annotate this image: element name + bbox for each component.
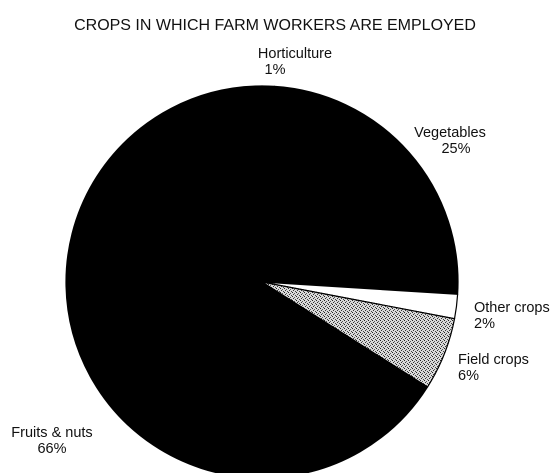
slice-label-vegetables: Vegetables (414, 125, 486, 141)
slice-value-vegetables: 25% (441, 141, 470, 157)
slice-label-other-crops: Other crops (474, 300, 550, 316)
pie-slice-vegetables (261, 85, 459, 295)
pie-slice-fruits-nuts (65, 85, 429, 473)
slice-value-field-crops: 6% (458, 368, 479, 384)
slice-label-field-crops: Field crops (458, 352, 529, 368)
slice-value-other-crops: 2% (474, 316, 495, 332)
slice-label-fruits-nuts: Fruits & nuts (11, 425, 92, 441)
slice-value-fruits-nuts: 66% (37, 441, 66, 457)
slice-label-horticulture: Horticulture (258, 46, 332, 62)
chart-title: CROPS IN WHICH FARM WORKERS ARE EMPLOYED (74, 17, 476, 34)
pie-slices (65, 85, 459, 473)
slice-value-horticulture: 1% (265, 62, 286, 78)
